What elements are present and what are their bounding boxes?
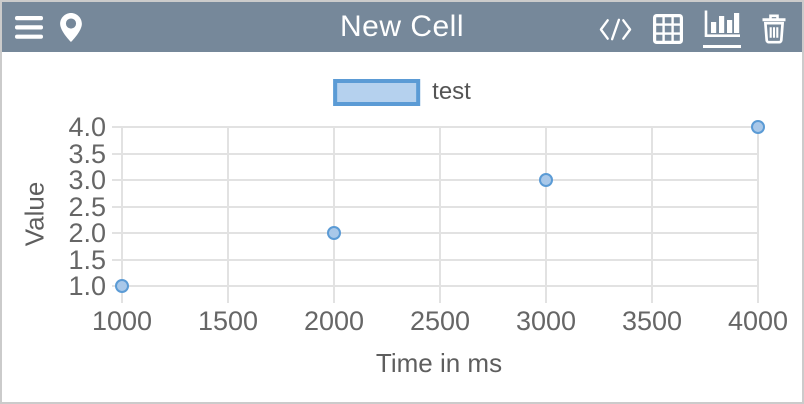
location-pin-icon[interactable] — [60, 8, 82, 46]
y-tick-label: 2.5 — [68, 191, 106, 222]
data-point[interactable] — [115, 279, 129, 293]
cell-header: New Cell — [2, 2, 802, 52]
v-gridline — [757, 127, 759, 303]
x-tick-label: 2000 — [303, 306, 365, 336]
table-icon[interactable] — [653, 10, 683, 48]
v-gridline — [545, 127, 547, 303]
legend-swatch — [333, 78, 421, 106]
y-tick-label: 3.0 — [68, 165, 106, 195]
v-gridline — [651, 127, 653, 303]
h-gridline — [112, 179, 758, 181]
y-tick-label: 2.0 — [68, 218, 106, 248]
v-gridline — [121, 127, 123, 303]
h-gridline — [112, 232, 758, 234]
header-left-icons — [2, 8, 82, 46]
x-tick-label: 3000 — [515, 306, 577, 336]
y-tick-label: 3.5 — [68, 138, 106, 169]
chart-legend[interactable]: test — [333, 78, 471, 106]
x-tick-label: 4000 — [727, 306, 789, 336]
bar-chart-icon[interactable] — [703, 6, 741, 48]
data-point[interactable] — [539, 173, 553, 187]
h-gridline — [112, 285, 758, 287]
cell-title: New Cell — [339, 10, 465, 43]
data-point[interactable] — [751, 120, 765, 134]
trash-icon[interactable] — [761, 10, 787, 48]
y-tick-label: 1.5 — [68, 244, 106, 275]
data-point[interactable] — [327, 226, 341, 240]
x-tick-label: 1500 — [197, 306, 259, 336]
v-gridline — [439, 127, 441, 303]
legend-label: test — [432, 78, 471, 105]
x-axis-title: Time in ms — [375, 348, 503, 378]
code-icon[interactable] — [598, 10, 633, 48]
v-gridline — [227, 127, 229, 303]
h-gridline — [112, 152, 758, 155]
x-tick-label: 1000 — [91, 306, 153, 336]
menu-icon[interactable] — [15, 8, 43, 46]
y-tick-label: 1.0 — [68, 271, 106, 301]
h-gridline — [112, 258, 758, 261]
header-right-icons — [598, 6, 802, 48]
h-gridline — [112, 126, 758, 128]
y-axis-title: Value — [19, 181, 50, 247]
x-tick-label: 3500 — [621, 306, 683, 336]
v-gridline — [333, 127, 335, 303]
h-gridline — [112, 205, 758, 208]
chart-area: 4.0 3.5 3.0 2.5 2.0 1.5 1.0 1000 1500 2000 2500 300… — [2, 52, 802, 402]
y-tick-label: 4.0 — [68, 112, 106, 142]
chart-panel: test 4.0 3.5 3.0 2.5 2.0 1.5 1.0 1000 1500 2000 25… — [2, 52, 802, 402]
x-tick-label: 2500 — [409, 306, 471, 336]
